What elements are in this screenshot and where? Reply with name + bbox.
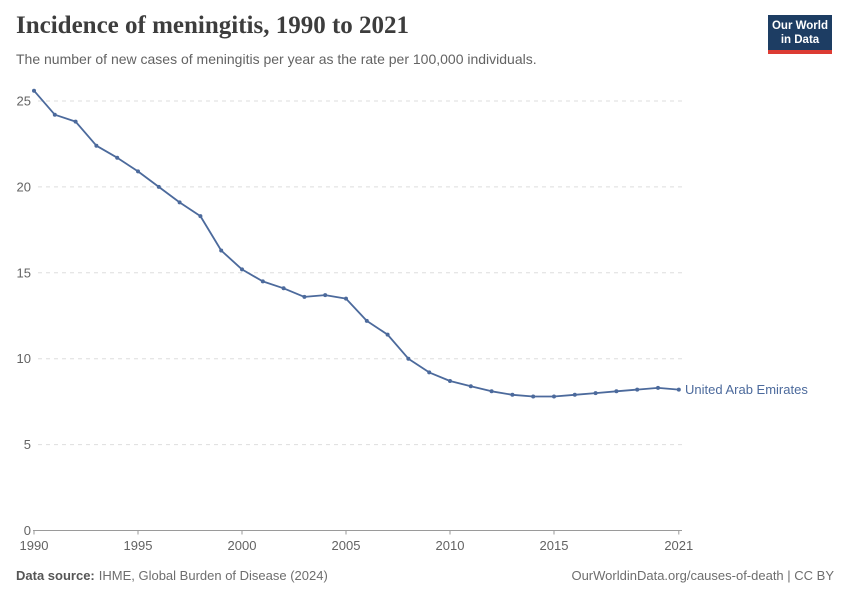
y-axis-tick-label-0: 0 [24, 523, 31, 538]
data-point-2013 [510, 392, 515, 397]
owid-logo-line2: in Data [780, 34, 820, 46]
data-point-2011 [468, 384, 473, 389]
data-point-2012 [489, 389, 494, 394]
owid-logo[interactable]: Our World in Data [768, 15, 832, 54]
x-axis-tick-label-1990: 1990 [20, 538, 49, 553]
owid-logo-line1: Our World [771, 20, 828, 32]
y-axis-tick-label-15: 15 [17, 265, 31, 280]
credit-link[interactable]: OurWorldinData.org/causes-of-death | CC … [571, 568, 834, 583]
data-point-2017 [593, 391, 598, 396]
series-label[interactable]: United Arab Emirates [685, 382, 808, 397]
data-point-2014 [531, 394, 536, 399]
x-axis-tick-label-2005: 2005 [332, 538, 361, 553]
y-axis-tick-label-25: 25 [17, 94, 31, 109]
x-axis-tick-label-2015: 2015 [540, 538, 569, 553]
data-point-2006 [364, 318, 369, 323]
y-axis-tick-label-10: 10 [17, 351, 31, 366]
data-point-2002 [281, 286, 286, 291]
page-title: Incidence of meningitis, 1990 to 2021 [16, 12, 410, 39]
data-point-1995 [136, 169, 140, 174]
data-point-2021 [676, 387, 681, 392]
data-source-text: IHME, Global Burden of Disease (2024) [98, 568, 328, 583]
data-point-2009 [427, 370, 432, 375]
data-point-2004 [323, 293, 328, 298]
data-point-2003 [302, 294, 307, 299]
data-point-2020 [656, 385, 660, 390]
data-point-1992 [73, 119, 78, 124]
data-point-2008 [406, 356, 411, 361]
data-point-1999 [219, 248, 224, 253]
data-point-1993 [94, 143, 99, 148]
data-point-2010 [448, 379, 452, 383]
data-point-2015 [552, 394, 556, 399]
data-point-1990 [32, 88, 36, 93]
x-axis-tick-label-2010: 2010 [436, 538, 465, 553]
data-point-2001 [260, 279, 265, 284]
data-point-1991 [52, 112, 57, 117]
data-source-note: Data source: IHME, Global Burden of Disea… [16, 568, 328, 583]
data-point-1997 [177, 200, 182, 205]
data-point-2019 [635, 387, 640, 392]
data-source-label: Data source: [16, 568, 95, 583]
y-axis-tick-label-20: 20 [17, 179, 31, 194]
data-point-1998 [198, 214, 203, 219]
data-point-2007 [385, 332, 390, 337]
data-point-2000 [240, 267, 244, 272]
data-point-2016 [572, 392, 577, 397]
x-axis-tick-label-2000: 2000 [228, 538, 257, 553]
series-line [33, 89, 680, 398]
x-axis-tick-label-2021: 2021 [664, 538, 693, 553]
data-point-2005 [344, 296, 348, 301]
y-axis-tick-label-5: 5 [24, 437, 31, 452]
data-point-1996 [156, 184, 161, 189]
x-axis-tick-label-1995: 1995 [124, 538, 153, 553]
data-point-2018 [614, 389, 619, 394]
data-point-1994 [115, 155, 120, 160]
chart-subtitle: The number of new cases of meningitis pe… [16, 51, 537, 67]
